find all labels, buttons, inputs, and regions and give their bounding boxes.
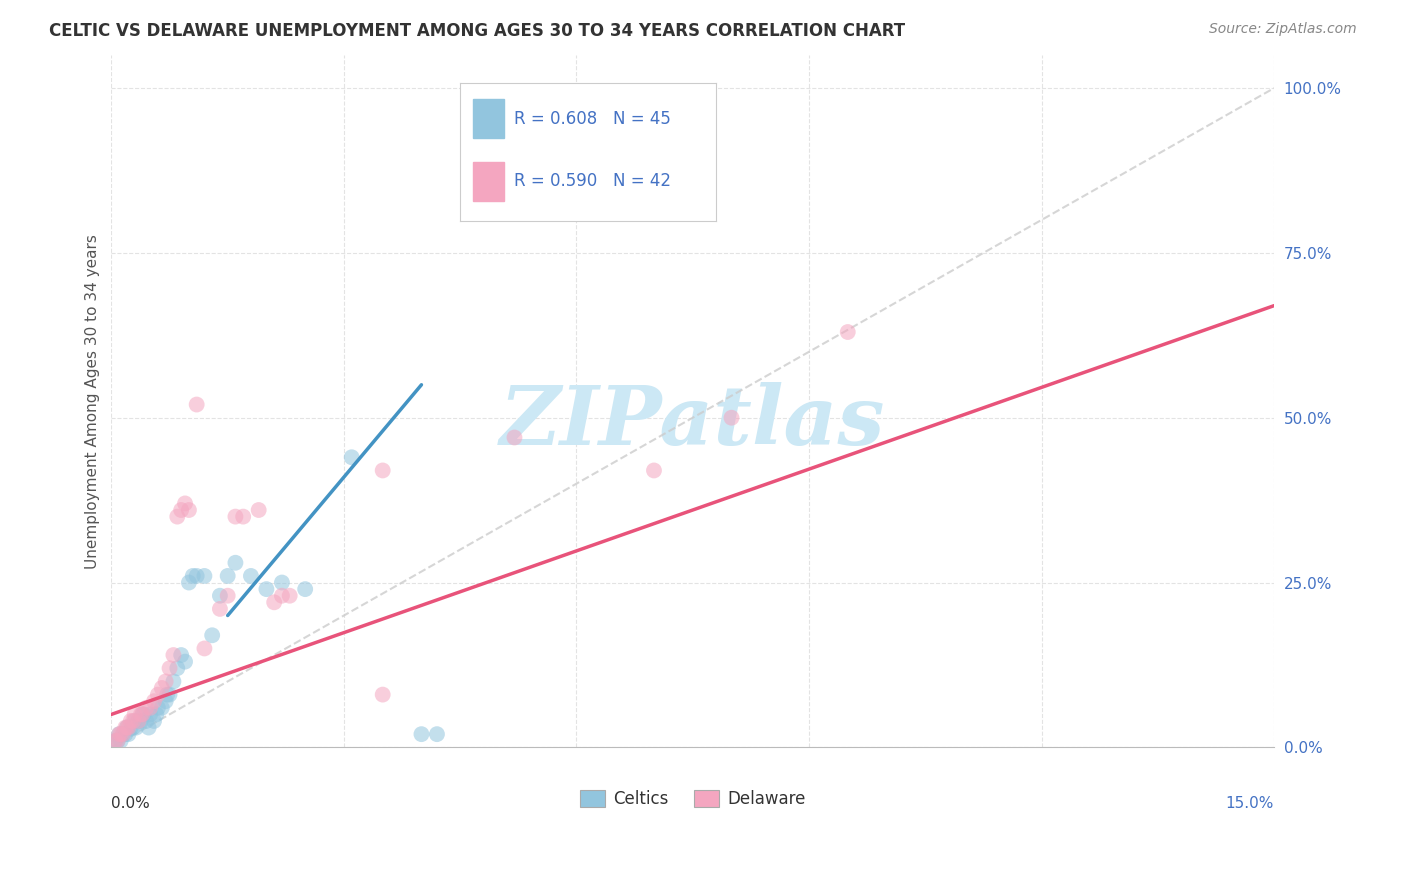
Point [143, 694, 166, 708]
Text: ZIPatlas: ZIPatlas [501, 382, 886, 462]
Point [162, 674, 184, 689]
Point [112, 727, 135, 741]
Text: 15.0%: 15.0% [1226, 796, 1274, 811]
Point [186, 569, 208, 583]
Point [150, 700, 173, 714]
Legend: Celtics, Delaware: Celtics, Delaware [574, 784, 813, 815]
Point [139, 707, 162, 722]
Point [112, 727, 135, 741]
Point [146, 688, 169, 702]
Point [224, 556, 246, 570]
Point [122, 714, 145, 728]
Point [120, 714, 142, 728]
Point [217, 589, 239, 603]
Point [138, 721, 160, 735]
Point [193, 569, 215, 583]
Point [837, 325, 859, 339]
Point [115, 721, 138, 735]
Point [217, 569, 239, 583]
Point [170, 648, 193, 662]
Point [128, 714, 150, 728]
Point [181, 569, 204, 583]
Point [162, 648, 184, 662]
Point [201, 628, 224, 642]
Point [124, 714, 146, 728]
Point [247, 503, 270, 517]
Point [340, 450, 363, 465]
Point [117, 721, 139, 735]
Point [155, 694, 177, 708]
Point [166, 661, 188, 675]
Point [135, 714, 157, 728]
Point [170, 503, 193, 517]
Point [278, 589, 301, 603]
Point [263, 595, 285, 609]
Point [122, 721, 145, 735]
Point [208, 602, 231, 616]
Point [131, 707, 153, 722]
Point [174, 496, 197, 510]
Point [110, 727, 132, 741]
Point [108, 727, 131, 741]
Point [125, 721, 148, 735]
Text: 0.0%: 0.0% [111, 796, 150, 811]
Point [159, 661, 181, 675]
Point [131, 707, 153, 722]
Point [155, 674, 177, 689]
Point [107, 733, 129, 747]
Point [146, 700, 169, 714]
Point [124, 707, 146, 722]
Point [174, 655, 197, 669]
Point [150, 681, 173, 695]
Point [177, 575, 200, 590]
Point [129, 714, 152, 728]
Point [254, 582, 277, 596]
Point [239, 569, 262, 583]
Point [128, 714, 150, 728]
Point [186, 398, 208, 412]
Point [159, 688, 181, 702]
Point [411, 727, 433, 741]
Point [117, 727, 139, 741]
Point [166, 509, 188, 524]
Point [271, 589, 294, 603]
Point [643, 463, 665, 477]
Point [104, 733, 127, 747]
Point [156, 688, 179, 702]
Point [177, 503, 200, 517]
Point [132, 707, 155, 722]
Y-axis label: Unemployment Among Ages 30 to 34 years: Unemployment Among Ages 30 to 34 years [86, 234, 100, 569]
Point [139, 700, 162, 714]
Point [115, 721, 138, 735]
Point [135, 700, 157, 714]
Point [720, 410, 742, 425]
Point [143, 714, 166, 728]
Text: CELTIC VS DELAWARE UNEMPLOYMENT AMONG AGES 30 TO 34 YEARS CORRELATION CHART: CELTIC VS DELAWARE UNEMPLOYMENT AMONG AG… [49, 22, 905, 40]
Point [232, 509, 254, 524]
Point [224, 509, 246, 524]
Point [271, 575, 294, 590]
Point [208, 589, 231, 603]
Point [294, 582, 316, 596]
Point [114, 721, 136, 735]
Point [503, 430, 526, 444]
Point [110, 733, 132, 747]
Point [120, 721, 142, 735]
Point [129, 707, 152, 722]
Point [145, 707, 167, 722]
Point [108, 727, 131, 741]
Point [107, 733, 129, 747]
Point [371, 688, 394, 702]
Point [426, 727, 449, 741]
Point [104, 733, 127, 747]
Point [193, 641, 215, 656]
Point [371, 463, 394, 477]
Text: Source: ZipAtlas.com: Source: ZipAtlas.com [1209, 22, 1357, 37]
Point [114, 727, 136, 741]
